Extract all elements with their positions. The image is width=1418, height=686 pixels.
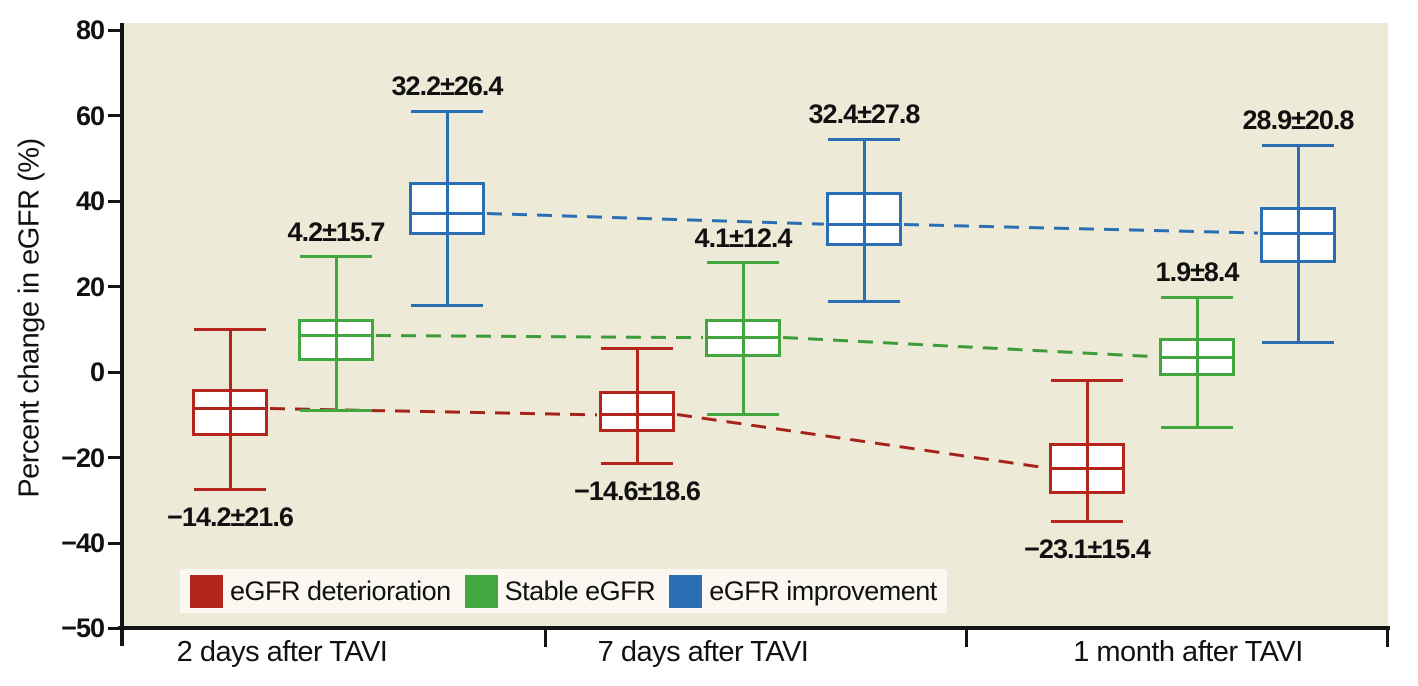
boxplot-median-line bbox=[599, 413, 675, 417]
y-tick-label: −20 bbox=[61, 442, 105, 473]
boxplot-whisker-cap-bottom bbox=[707, 413, 779, 417]
mean-sd-label: 28.9±20.8 bbox=[1242, 105, 1355, 136]
boxplot-whisker-cap-top bbox=[601, 346, 673, 350]
y-tick-label: −40 bbox=[61, 528, 105, 558]
mean-sd-label: −14.6±18.6 bbox=[574, 475, 701, 506]
boxplot-whisker-cap-bottom bbox=[1161, 426, 1233, 430]
legend: eGFR deterioration Stable eGFR eGFR improv… bbox=[180, 569, 947, 613]
boxplot-whisker-cap-top bbox=[1161, 295, 1233, 299]
mean-sd-label: 32.4±27.8 bbox=[808, 99, 921, 129]
y-tick-label: −50 bbox=[61, 613, 105, 643]
boxplot-whisker-cap-bottom bbox=[828, 299, 900, 303]
boxplot-whisker-cap-bottom bbox=[300, 408, 372, 412]
x-tick bbox=[543, 630, 547, 647]
boxplot-median-line bbox=[1049, 466, 1125, 470]
boxplot-whisker-line bbox=[862, 139, 866, 302]
legend-item: eGFR deterioration bbox=[190, 574, 451, 608]
boxplot-whisker-cap-bottom bbox=[1051, 520, 1123, 524]
y-tick bbox=[108, 28, 121, 32]
boxplot-median-line bbox=[1260, 231, 1336, 235]
y-tick bbox=[108, 285, 121, 288]
boxplot-median-line bbox=[1159, 355, 1235, 359]
boxplot-whisker-cap-bottom bbox=[1262, 340, 1334, 344]
boxplot-whisker-cap-top bbox=[411, 109, 483, 113]
y-tick bbox=[108, 114, 121, 117]
y-tick-label: 20 bbox=[75, 271, 105, 302]
boxplot-median-line bbox=[409, 212, 485, 216]
boxplot-whisker-cap-bottom bbox=[194, 488, 266, 492]
y-tick bbox=[108, 626, 121, 630]
y-tick bbox=[108, 541, 121, 545]
boxplot-median-line bbox=[298, 334, 374, 338]
mean-sd-label: 32.2±26.4 bbox=[391, 71, 504, 102]
legend-swatch bbox=[190, 574, 223, 608]
boxplot-whisker-line bbox=[334, 256, 338, 411]
y-tick-label: 60 bbox=[75, 100, 105, 131]
x-axis bbox=[118, 626, 1390, 630]
y-tick-label: 40 bbox=[75, 186, 105, 216]
boxplot-median-line bbox=[705, 336, 781, 340]
boxplot-whisker-line bbox=[445, 111, 449, 306]
mean-sd-label: −14.2±21.6 bbox=[167, 501, 294, 532]
boxplot-whisker-cap-top bbox=[707, 261, 779, 265]
boxplot-whisker-cap-top bbox=[828, 137, 900, 141]
boxplot-whisker-line bbox=[635, 348, 639, 464]
y-tick-label: 80 bbox=[75, 15, 105, 45]
boxplot-whisker-cap-bottom bbox=[601, 462, 673, 466]
legend-item: Stable eGFR bbox=[464, 574, 656, 608]
legend-label: eGFR improvement bbox=[709, 575, 937, 606]
boxplot-median-line bbox=[192, 406, 268, 410]
x-category-label: 7 days after TAVI bbox=[597, 636, 809, 668]
boxplot-whisker-cap-top bbox=[1051, 379, 1123, 383]
mean-sd-label: 4.2±15.7 bbox=[287, 216, 386, 247]
boxplot-whisker-cap-top bbox=[300, 255, 372, 259]
x-tick bbox=[1385, 630, 1389, 647]
x-category-label: 2 days after TAVI bbox=[176, 636, 388, 668]
mean-sd-label: −23.1±15.4 bbox=[1024, 533, 1151, 564]
boxplot-whisker-cap-top bbox=[194, 327, 266, 331]
y-axis bbox=[120, 23, 124, 646]
legend-label: Stable eGFR bbox=[504, 575, 656, 606]
y-tick-label: 0 bbox=[89, 357, 105, 387]
legend-swatch bbox=[464, 574, 498, 608]
legend-item: eGFR improvement bbox=[669, 574, 937, 608]
y-tick bbox=[108, 370, 121, 374]
legend-swatch bbox=[669, 574, 703, 608]
boxplot-whisker-cap-top bbox=[1262, 143, 1334, 147]
mean-sd-label: 4.1±12.4 bbox=[694, 222, 793, 253]
boxplot-whisker-line bbox=[1296, 145, 1300, 343]
boxplot-median-line bbox=[826, 223, 902, 226]
boxplot-whisker-line bbox=[1195, 297, 1199, 428]
x-category-label: 1 month after TAVI bbox=[1073, 636, 1303, 668]
y-tick bbox=[108, 456, 121, 459]
x-tick bbox=[964, 630, 968, 647]
y-tick bbox=[108, 199, 121, 203]
boxplot-whisker-line bbox=[1085, 380, 1089, 522]
boxplot-whisker-cap-bottom bbox=[411, 304, 483, 308]
mean-sd-label: 1.9±8.4 bbox=[1155, 257, 1240, 288]
legend-label: eGFR deterioration bbox=[230, 575, 451, 606]
